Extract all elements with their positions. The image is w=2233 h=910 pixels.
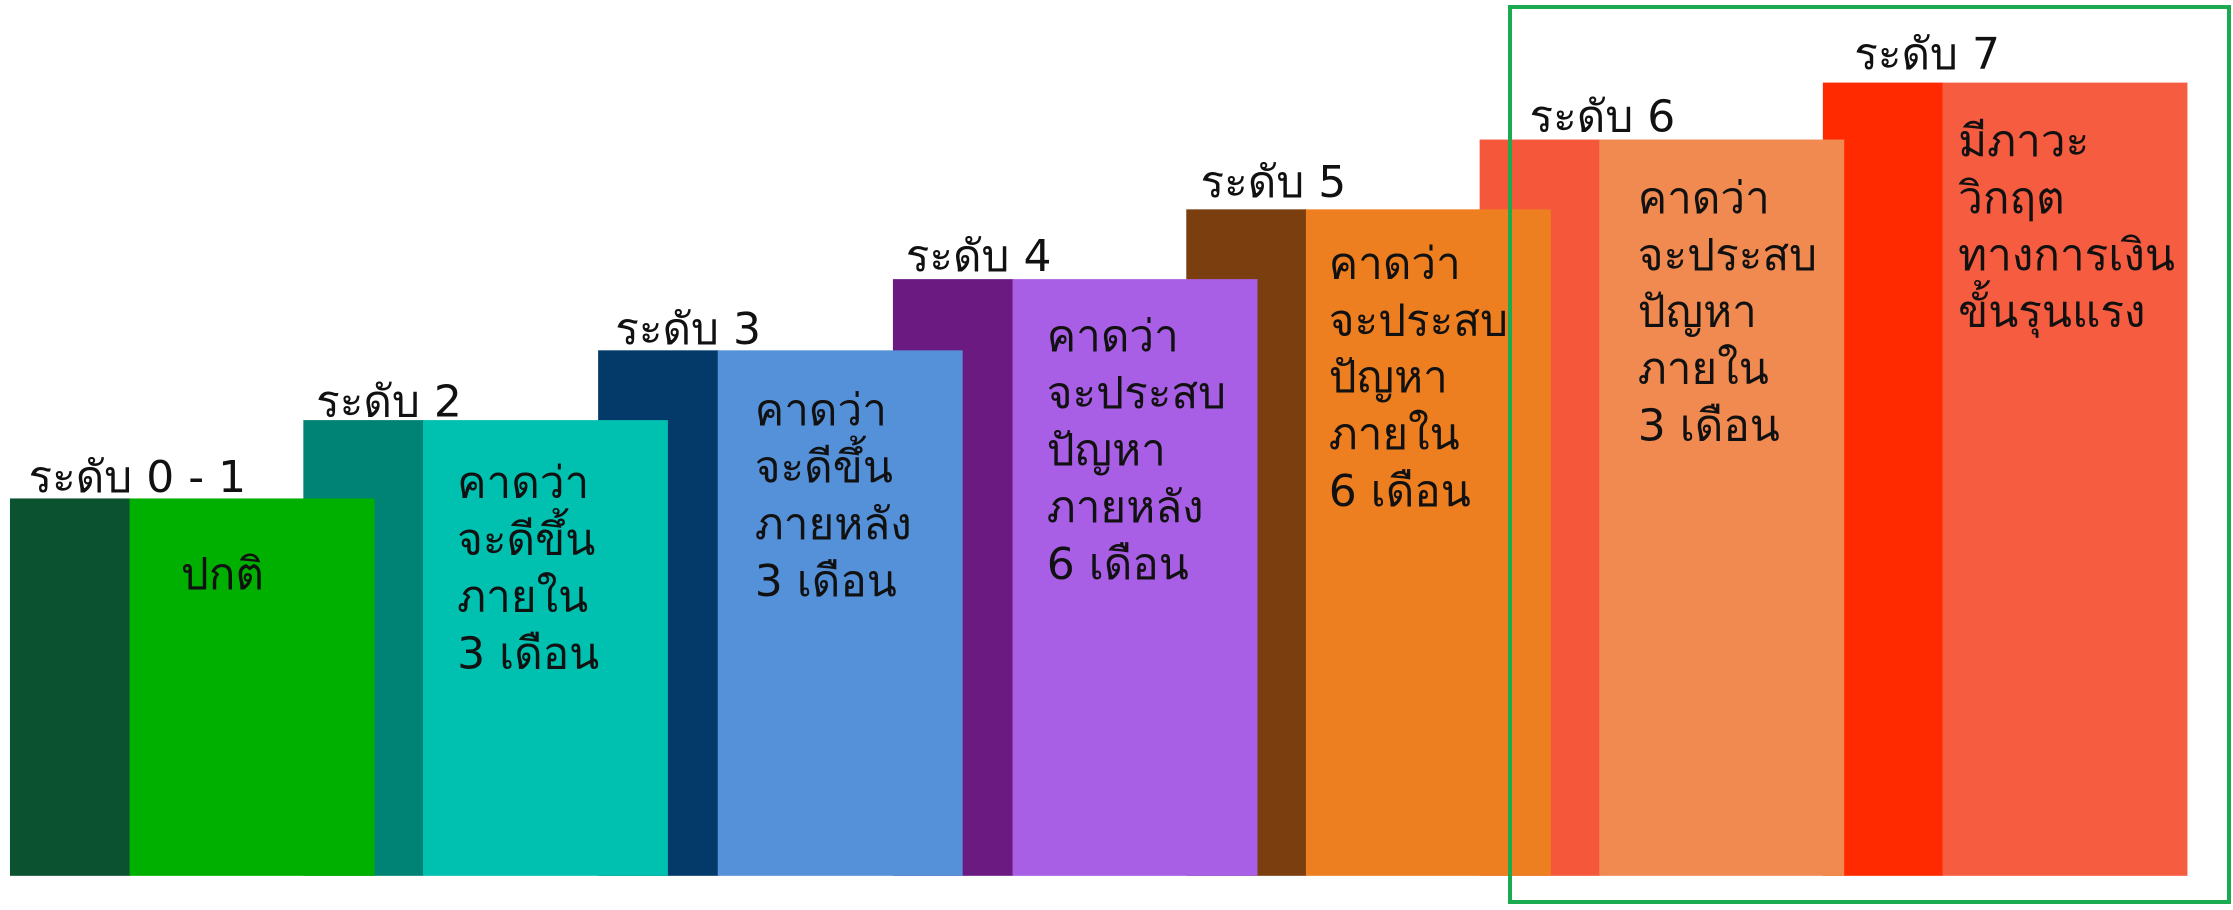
level-description: ปัญหา [1638, 287, 1757, 338]
level-description: 3 เดือน [1638, 401, 1780, 452]
level-description: ภายใน [457, 572, 588, 623]
highlight-frame [1508, 5, 2231, 904]
level-description: จะดีขึ้น [457, 508, 595, 566]
level-label: ระดับ 7 [1854, 29, 2000, 80]
level-body [1012, 279, 1258, 876]
level-description: ภายหลัง [755, 499, 912, 550]
level-label: ระดับ 4 [906, 231, 1052, 282]
level-description: ขั้นรุนแรง [1958, 280, 2145, 339]
level-description: 6 เดือน [1329, 466, 1471, 517]
level-description: ภายหลัง [1047, 482, 1204, 533]
level-label: ระดับ 5 [1201, 157, 1347, 208]
level-label: ระดับ 0 - 1 [28, 452, 246, 503]
level-description: 3 เดือน [457, 629, 599, 680]
level-dark-strip [9, 498, 131, 876]
level-description: ปัญหา [1329, 352, 1448, 403]
level-description: ภายใน [1329, 409, 1460, 460]
level-body [129, 498, 375, 876]
level-body [1942, 82, 2188, 876]
level-description: 6 เดือน [1047, 539, 1189, 590]
level-label: ระดับ 3 [615, 304, 761, 355]
level-description: คาดว่า [1638, 173, 1770, 224]
level-description: คาดว่า [755, 385, 887, 436]
level-description: ปกติ [181, 549, 264, 600]
level-description: ภายใน [1638, 344, 1769, 395]
level-description: คาดว่า [1047, 311, 1179, 362]
level-description: 3 เดือน [755, 556, 897, 607]
level: ระดับ 0 - 1 ปกติ [9, 452, 375, 876]
level-label: ระดับ 6 [1529, 92, 1675, 143]
level-label: ระดับ 2 [316, 376, 462, 427]
level-description: ทางการเงิน [1958, 230, 2175, 281]
level-description: จะประสบ [1638, 230, 1817, 281]
level-body [717, 350, 963, 876]
level-description: คาดว่า [457, 458, 589, 509]
level-description: คาดว่า [1329, 238, 1461, 289]
level-description: จะประสบ [1047, 368, 1226, 419]
steps: ระดับ 7มีภาวะวิกฤตทางการเงินขั้นรุนแรงระ… [9, 29, 2188, 876]
level-description: จะดีขึ้น [755, 435, 893, 493]
level-description: มีภาวะ [1958, 116, 2089, 167]
level-body [422, 420, 668, 876]
level-description: ปัญหา [1047, 425, 1166, 476]
level-description: จะประสบ [1329, 295, 1508, 346]
level-description: วิกฤต [1958, 173, 2065, 224]
level-body [1599, 139, 1845, 876]
